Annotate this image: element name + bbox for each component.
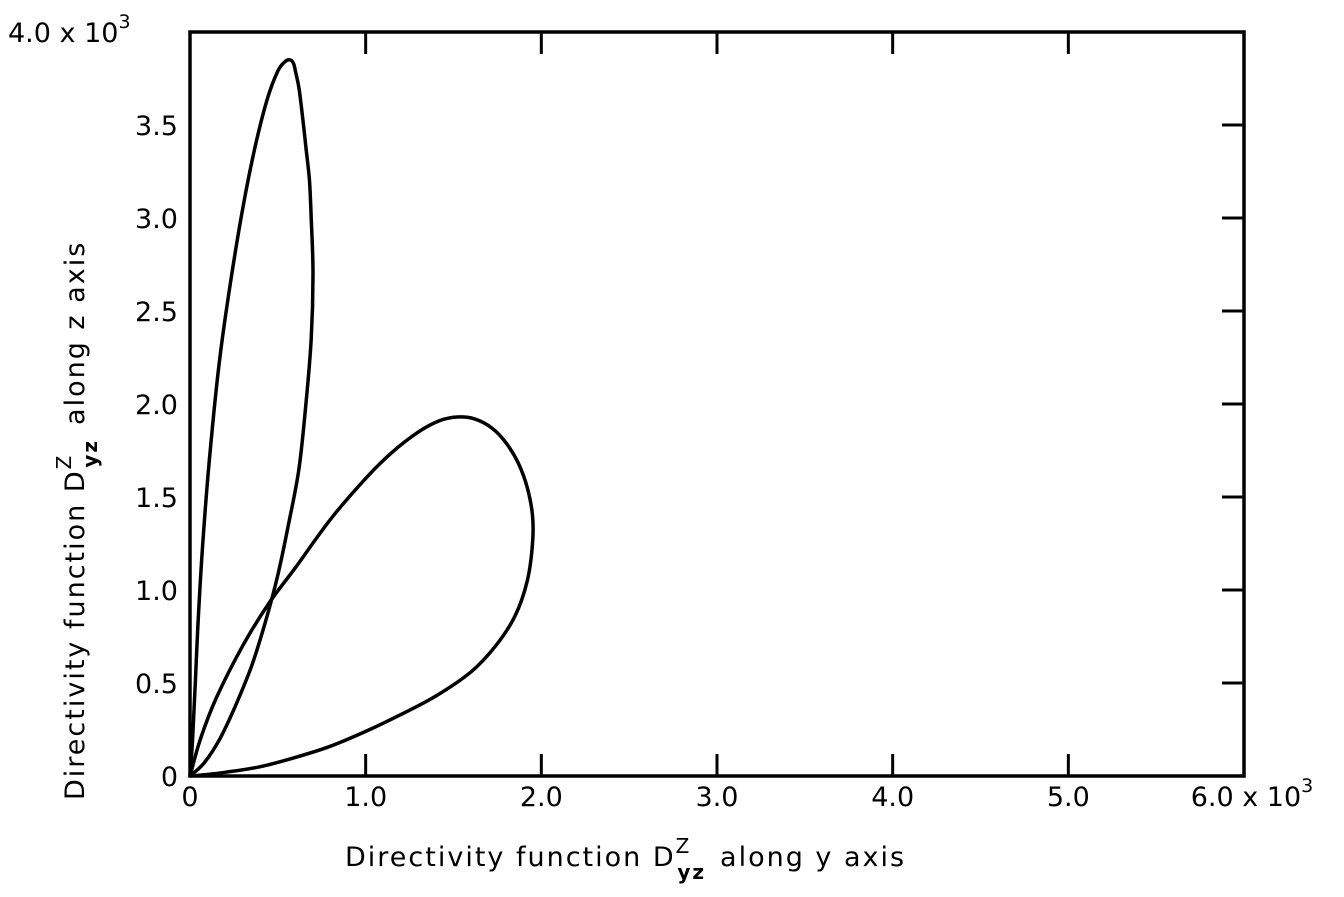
directivity-lobe-1 <box>188 58 315 778</box>
x-tick-label: 3.0 <box>696 782 739 813</box>
x-multiplier-exponent: 3 <box>1301 775 1313 797</box>
x-tick-label: 4.0 <box>871 782 914 813</box>
x-tick-label: 1.0 <box>344 782 387 813</box>
y-tick-label: 2.5 <box>135 297 178 328</box>
tick-labels: 0 1.0 2.0 3.0 4.0 5.0 6.0 x 103 0 0.5 1.0 1.5 2.0 2.… <box>8 11 1313 813</box>
x-tick-label: 0 <box>181 782 198 813</box>
y-multiplier-exponent: 3 <box>118 11 130 33</box>
x-tick-label: 5.0 <box>1047 782 1090 813</box>
plot-frame <box>188 30 1246 778</box>
y-tick-label: 1.0 <box>135 576 178 607</box>
y-tick-label: 0 <box>161 762 178 793</box>
x-axis-title: Directivity function DZ yz along y axis <box>345 834 906 884</box>
y-tick-label: 4.0 x 103 <box>8 11 131 49</box>
axis-ticks <box>364 32 1244 776</box>
x-tick-label: 6.0 x 103 <box>1191 775 1314 813</box>
x-tick-label: 2.0 <box>520 782 563 813</box>
directivity-lobe-2 <box>188 415 535 778</box>
y-tick-label: 0.5 <box>135 669 178 700</box>
y-axis-title: Directivity function DZ yzalong z axis <box>52 241 102 800</box>
y-tick-label: 3.0 <box>135 204 178 235</box>
y-tick-label: 1.5 <box>135 483 178 514</box>
y-tick-label: 2.0 <box>135 390 178 421</box>
directivity-lobes <box>188 58 535 778</box>
y-tick-label: 3.5 <box>135 111 178 142</box>
